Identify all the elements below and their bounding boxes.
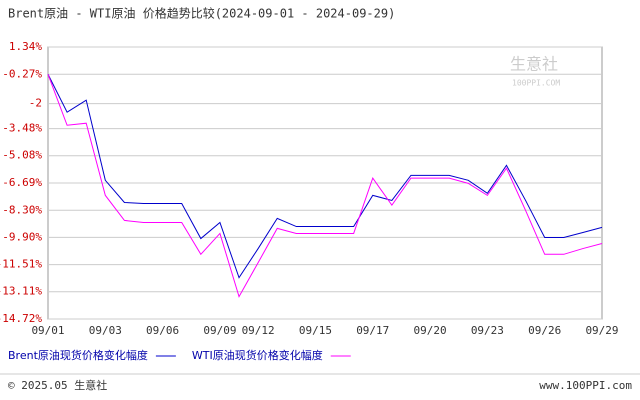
x-tick-label: 09/12 xyxy=(242,324,275,337)
x-tick-label: 09/15 xyxy=(299,324,332,337)
x-tick-label: 09/09 xyxy=(203,324,236,337)
x-tick-label: 09/20 xyxy=(414,324,447,337)
y-tick-label: -6.69% xyxy=(2,176,42,189)
footer-left: © 2025.05 生意社 xyxy=(8,378,107,392)
series-line xyxy=(47,74,603,298)
y-tick-label: -13.11% xyxy=(0,285,42,298)
legend-label: Brent原油现货价格变化幅度 xyxy=(8,348,148,362)
x-tick-label: 09/29 xyxy=(585,324,618,337)
legend-label: WTI原油现货价格变化幅度 xyxy=(192,348,323,362)
x-tick-label: 09/06 xyxy=(146,324,179,337)
x-tick-label: 09/03 xyxy=(89,324,122,337)
chart-title: Brent原油 - WTI原油 价格趋势比较(2024-09-01 - 2024… xyxy=(8,6,395,21)
y-tick-label: -0.27% xyxy=(2,67,42,80)
footer-right: www.100PPI.com xyxy=(539,379,632,392)
y-tick-label: -5.08% xyxy=(2,149,42,162)
y-tick-label: -11.51% xyxy=(0,258,42,271)
y-tick-label: -8.30% xyxy=(2,203,42,216)
y-tick-label: -14.72% xyxy=(0,312,42,325)
x-tick-label: 09/17 xyxy=(356,324,389,337)
y-tick-label: -2 xyxy=(29,97,42,110)
y-tick-label: 1.34% xyxy=(9,40,42,53)
watermark: 生意社 xyxy=(510,55,558,74)
x-tick-label: 09/26 xyxy=(528,324,561,337)
watermark-sub: 100PPI.COM xyxy=(512,79,560,88)
x-tick-label: 09/01 xyxy=(31,324,64,337)
x-tick-label: 09/23 xyxy=(471,324,504,337)
y-tick-label: -3.48% xyxy=(2,122,42,135)
series-line xyxy=(47,74,603,279)
y-tick-label: -9.90% xyxy=(2,230,42,243)
